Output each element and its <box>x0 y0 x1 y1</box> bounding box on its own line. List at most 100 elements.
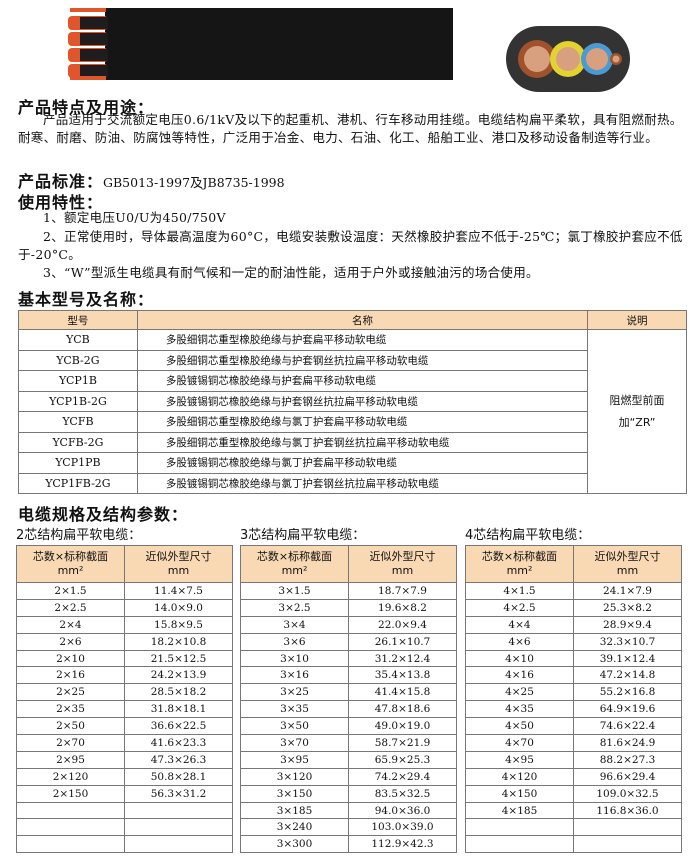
table-row: 3×35 47.8×18.6 <box>240 700 457 719</box>
cores-section: 3×240 <box>240 818 349 837</box>
cores-section: 4×70 <box>465 734 574 752</box>
cores-section: 4×16 <box>465 666 574 685</box>
table-row: 4×120 96.6×29.4 <box>465 767 682 786</box>
cores-section: 2×16 <box>16 666 125 685</box>
table-row: 2×150 56.3×31.2 <box>16 784 233 803</box>
dimensions: 18.7×7.9 <box>348 582 457 600</box>
table-row: 4×1.5 24.1×7.9 <box>465 582 682 600</box>
model-name: 多股镀锡铜芯橡胶绝缘与护套钢丝抗拉扁平移动软电缆 <box>136 390 589 412</box>
note-line: 加“ZR” <box>618 415 656 429</box>
model-code: YCP1FB-2G <box>18 472 138 494</box>
table-row: 3×16 35.4×13.8 <box>240 666 457 685</box>
dimensions: 41.6×23.3 <box>124 734 233 752</box>
table-row: 3×300 112.9×42.3 <box>240 835 457 854</box>
model-name: 多股镀锡铜芯橡胶绝缘与氯丁护套钢丝抗拉扁平移动软电缆 <box>136 472 589 494</box>
table-row: 2×120 50.8×28.1 <box>16 767 233 786</box>
cores-section: 3×2.5 <box>240 598 349 617</box>
dimensions: 39.1×12.4 <box>573 649 682 668</box>
model-code: YCP1B-2G <box>18 390 138 412</box>
table-row: 2×70 41.6×23.3 <box>16 734 233 752</box>
table-row: YCP1B 多股镀锡铜芯橡胶绝缘与护套扁平移动软电缆 <box>18 370 687 392</box>
cores-section: 4×2.5 <box>465 598 574 617</box>
table-row: 3×2.5 19.6×8.2 <box>240 598 457 617</box>
header-unit: mm² <box>281 564 308 577</box>
table-row <box>16 801 233 820</box>
dimensions: 14.0×9.0 <box>124 598 233 617</box>
usage-item-2: 2、正常使用时，导体最高温度为60°C，电缆安装敷设温度：天然橡胶护套应不低于-… <box>18 229 683 262</box>
table-row: YCP1B-2G 多股镀锡铜芯橡胶绝缘与护套钢丝抗拉扁平移动软电缆 <box>18 390 687 412</box>
cores-section: 2×2.5 <box>16 598 125 617</box>
table-row: 2×25 28.5×18.2 <box>16 683 233 702</box>
cores-section: 3×10 <box>240 649 349 668</box>
table-row: YCB 多股细铜芯重型橡胶绝缘与护套扁平移动软电缆 阻燃型前面 加“ZR” <box>18 329 687 494</box>
dimensions: 49.0×19.0 <box>348 717 457 736</box>
model-name: 多股细铜芯重型橡胶绝缘与氯丁护套扁平移动软电缆 <box>136 411 589 433</box>
dimensions: 19.6×8.2 <box>348 598 457 617</box>
cores-section: 4×25 <box>465 683 574 702</box>
dimensions: 28.5×18.2 <box>124 683 233 702</box>
dimensions: 64.9×19.6 <box>573 700 682 719</box>
dimensions: 31.8×18.1 <box>124 700 233 719</box>
models-table: 型号 名称 说明 YCB 多股细铜芯重型橡胶绝缘与护套扁平移动软电缆 阻燃型前面 加“ZR… <box>18 310 687 494</box>
header-text: 近似外型尺寸 <box>369 550 436 563</box>
dimensions: 112.9×42.3 <box>348 835 457 854</box>
note-line: 阻燃型前面 <box>609 393 665 407</box>
dimensions: 18.2×10.8 <box>124 632 233 651</box>
table-row: 4×150 109.0×32.5 <box>465 784 682 803</box>
cores-section: 2×70 <box>16 734 125 752</box>
cores-section: 3×70 <box>240 734 349 752</box>
cores-section: 4×1.5 <box>465 582 574 600</box>
table-row: 3×95 65.9×25.3 <box>240 750 457 769</box>
cores-section: 3×300 <box>240 835 349 854</box>
dimensions <box>124 835 233 854</box>
cores-section: 2×10 <box>16 649 125 668</box>
standard-value: GB5013-1997及JB8735-1998 <box>103 175 285 190</box>
header-text: 芯数×标称截面 <box>481 550 558 563</box>
cores-section: 2×35 <box>16 700 125 719</box>
cores-section: 4×50 <box>465 717 574 736</box>
usage-item-3: 3、“W”型派生电缆具有耐气候和一定的耐油性能，适用于户外或接触油污的场合使用。 <box>43 265 539 280</box>
table-row: 3×185 94.0×36.0 <box>240 801 457 820</box>
table-row: 4×95 88.2×27.3 <box>465 750 682 769</box>
usage-item-1: 1、额定电压U0/U为450/750V <box>43 210 226 225</box>
dimensions: 65.9×25.3 <box>348 750 457 769</box>
dimensions: 25.3×8.2 <box>573 598 682 617</box>
spec-table-2core: 芯数×标称截面 mm² 近似外型尺寸 mm 2×1.5 11.4×7.5 2×2.5 14.0… <box>16 545 233 854</box>
table-row <box>16 835 233 854</box>
cores-section: 3×1.5 <box>240 582 349 600</box>
dimensions: 116.8×36.0 <box>573 801 682 820</box>
dimensions: 21.5×12.5 <box>124 649 233 668</box>
cores-section: 2×1.5 <box>16 582 125 600</box>
dimensions: 26.1×10.7 <box>348 632 457 651</box>
dimensions: 74.6×22.4 <box>573 717 682 736</box>
cores-section <box>465 818 574 837</box>
spec-title-2core: 2芯结构扁平软电缆： <box>16 528 142 543</box>
model-code: YCP1PB <box>18 452 138 474</box>
header-unit: mm <box>167 564 190 577</box>
cores-section: 3×4 <box>240 615 349 634</box>
cores-section: 3×25 <box>240 683 349 702</box>
col-note: 说明 <box>587 310 687 330</box>
table-row: 2×2.5 14.0×9.0 <box>16 598 233 617</box>
table-row: 3×120 74.2×29.4 <box>240 767 457 786</box>
table-row: YCFB-2G 多股细铜芯重型橡胶绝缘与氯丁护套钢丝抗拉扁平移动软电缆 <box>18 431 687 453</box>
table-row: YCP1FB-2G 多股镀锡铜芯橡胶绝缘与氯丁护套钢丝抗拉扁平移动软电缆 <box>18 472 687 494</box>
table-row: 3×25 41.4×15.8 <box>240 683 457 702</box>
cores-section: 2×120 <box>16 767 125 786</box>
table-row: YCP1PB 多股镀锡铜芯橡胶绝缘与氯丁护套扁平移动软电缆 <box>18 452 687 474</box>
table-row: 4×185 116.8×36.0 <box>465 801 682 820</box>
table-row: 2×16 24.2×13.9 <box>16 666 233 685</box>
table-row: 3×4 22.0×9.4 <box>240 615 457 634</box>
table-row: 3×10 31.2×12.4 <box>240 649 457 668</box>
cores-section <box>16 818 125 837</box>
table-row: 4×35 64.9×19.6 <box>465 700 682 719</box>
dimensions: 47.8×18.6 <box>348 700 457 719</box>
model-name: 多股镀锡铜芯橡胶绝缘与护套扁平移动软电缆 <box>136 370 589 392</box>
dimensions <box>124 801 233 820</box>
model-code: YCB <box>18 329 138 351</box>
table-row <box>465 818 682 837</box>
dimensions: 47.2×14.8 <box>573 666 682 685</box>
table-row: 4×2.5 25.3×8.2 <box>465 598 682 617</box>
model-name: 多股镀锡铜芯橡胶绝缘与氯丁护套扁平移动软电缆 <box>136 452 589 474</box>
features-heading: 产品特点及用途： <box>18 98 155 117</box>
